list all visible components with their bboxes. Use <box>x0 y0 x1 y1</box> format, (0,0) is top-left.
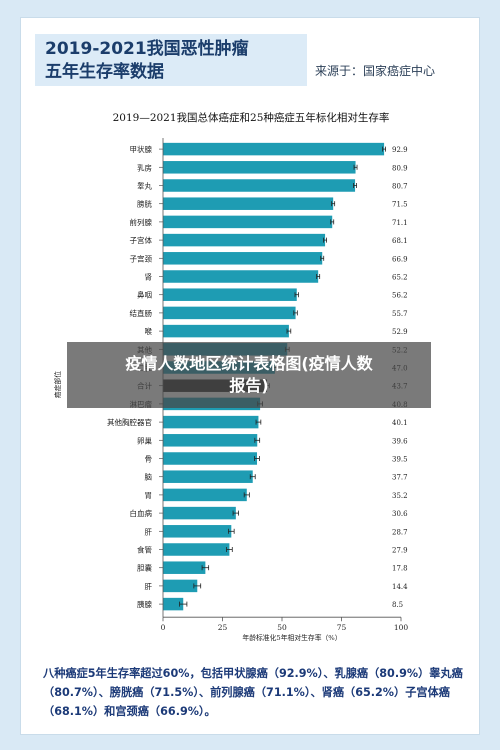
value-label: 37.7 <box>392 474 408 482</box>
value-label: 80.7 <box>392 183 408 191</box>
bar <box>163 543 230 556</box>
value-label: 40.1 <box>392 419 408 427</box>
category-label: 睾丸 <box>137 181 152 191</box>
value-label: 66.9 <box>392 255 408 263</box>
value-label: 55.7 <box>392 310 408 318</box>
x-tick-label: 100 <box>394 623 409 632</box>
bar <box>163 179 356 192</box>
category-label: 食管 <box>137 545 152 555</box>
category-label: 脑 <box>145 472 153 482</box>
category-label: 甲状腺 <box>130 144 153 154</box>
watermark-overlay: 疫情人数地区统计表格图(疫情人数 报告) <box>67 342 431 408</box>
bar <box>163 161 356 174</box>
chart-title: 2019—2021我国总体癌症和25种癌症五年标化相对生存率 <box>112 112 390 124</box>
page-title-line-2: 五年生存率数据 <box>45 62 164 82</box>
bar <box>163 252 323 265</box>
bar <box>163 215 333 229</box>
value-label: 17.8 <box>392 565 408 573</box>
bar <box>163 525 232 538</box>
value-label: 71.1 <box>392 219 408 227</box>
watermark-line-1: 疫情人数地区统计表格图(疫情人数 <box>125 354 373 373</box>
category-label: 乳房 <box>137 162 152 172</box>
value-label: 80.9 <box>392 164 408 172</box>
bar <box>163 288 297 301</box>
category-label: 胰腺 <box>137 599 152 609</box>
x-tick-label: 0 <box>161 623 166 632</box>
summary-note: 八种癌症5年生存率超过60%，包括甲状腺癌（92.9%）、乳腺癌（80.9%）睾… <box>43 667 463 718</box>
category-label: 喉 <box>145 326 153 336</box>
category-label: 骨 <box>145 455 153 464</box>
category-label: 子宫体 <box>130 235 153 245</box>
bar <box>163 270 319 283</box>
bar <box>163 142 385 156</box>
category-label: 胆囊 <box>137 563 152 573</box>
bar <box>163 597 184 611</box>
value-label: 56.2 <box>392 292 408 300</box>
bar <box>163 470 253 483</box>
y-axis-title: 癌症部位 <box>53 371 62 398</box>
bar <box>163 506 236 520</box>
category-label: 白血病 <box>130 508 153 518</box>
x-tick-label: 75 <box>337 623 347 632</box>
header: 2019-2021我国恶性肿瘤 五年生存率数据 来源于：国家癌症中心 <box>21 18 481 92</box>
value-label: 8.5 <box>392 601 403 609</box>
bar <box>163 233 326 247</box>
bar <box>163 324 289 338</box>
category-label: 其他胸腔器官 <box>107 417 152 427</box>
source-label: 来源于：国家癌症中心 <box>315 64 436 78</box>
category-label: 肝 <box>145 527 153 536</box>
value-label: 28.7 <box>392 528 408 536</box>
value-label: 30.6 <box>392 510 408 518</box>
value-label: 39.6 <box>392 437 408 445</box>
value-label: 52.9 <box>392 328 408 336</box>
category-label: 膀胱 <box>137 199 152 209</box>
value-label: 71.5 <box>392 201 408 209</box>
category-label: 胃 <box>145 491 153 500</box>
bar <box>163 197 334 210</box>
bar <box>163 415 259 429</box>
value-label: 65.2 <box>392 274 408 282</box>
value-label: 35.2 <box>392 492 408 500</box>
bar <box>163 488 247 502</box>
category-label: 鼻咽 <box>137 290 152 300</box>
value-label: 14.4 <box>392 583 408 591</box>
category-label: 结直肠 <box>130 308 153 318</box>
x-tick-label: 25 <box>218 623 228 632</box>
bar <box>163 579 198 593</box>
bar <box>163 306 296 320</box>
x-axis-title: 年龄标准化5年相对生存率（%） <box>242 633 341 642</box>
watermark-line-2: 报告) <box>229 376 269 395</box>
bar <box>163 561 206 574</box>
category-label: 肾 <box>145 273 153 282</box>
value-label: 92.9 <box>392 146 408 154</box>
category-label: 前列腺 <box>130 217 153 227</box>
x-tick-label: 50 <box>277 623 287 632</box>
page-title-line-1: 2019-2021我国恶性肿瘤 <box>45 39 249 59</box>
value-label: 27.9 <box>392 547 408 555</box>
bar <box>163 434 258 447</box>
title-box: 2019-2021我国恶性肿瘤 五年生存率数据 <box>35 34 307 86</box>
value-label: 39.5 <box>392 456 408 464</box>
category-label: 肝 <box>145 582 153 591</box>
category-label: 卵巢 <box>137 435 152 445</box>
category-label: 子宫颈 <box>130 253 153 263</box>
value-label: 68.1 <box>392 237 408 245</box>
bar <box>163 452 258 465</box>
